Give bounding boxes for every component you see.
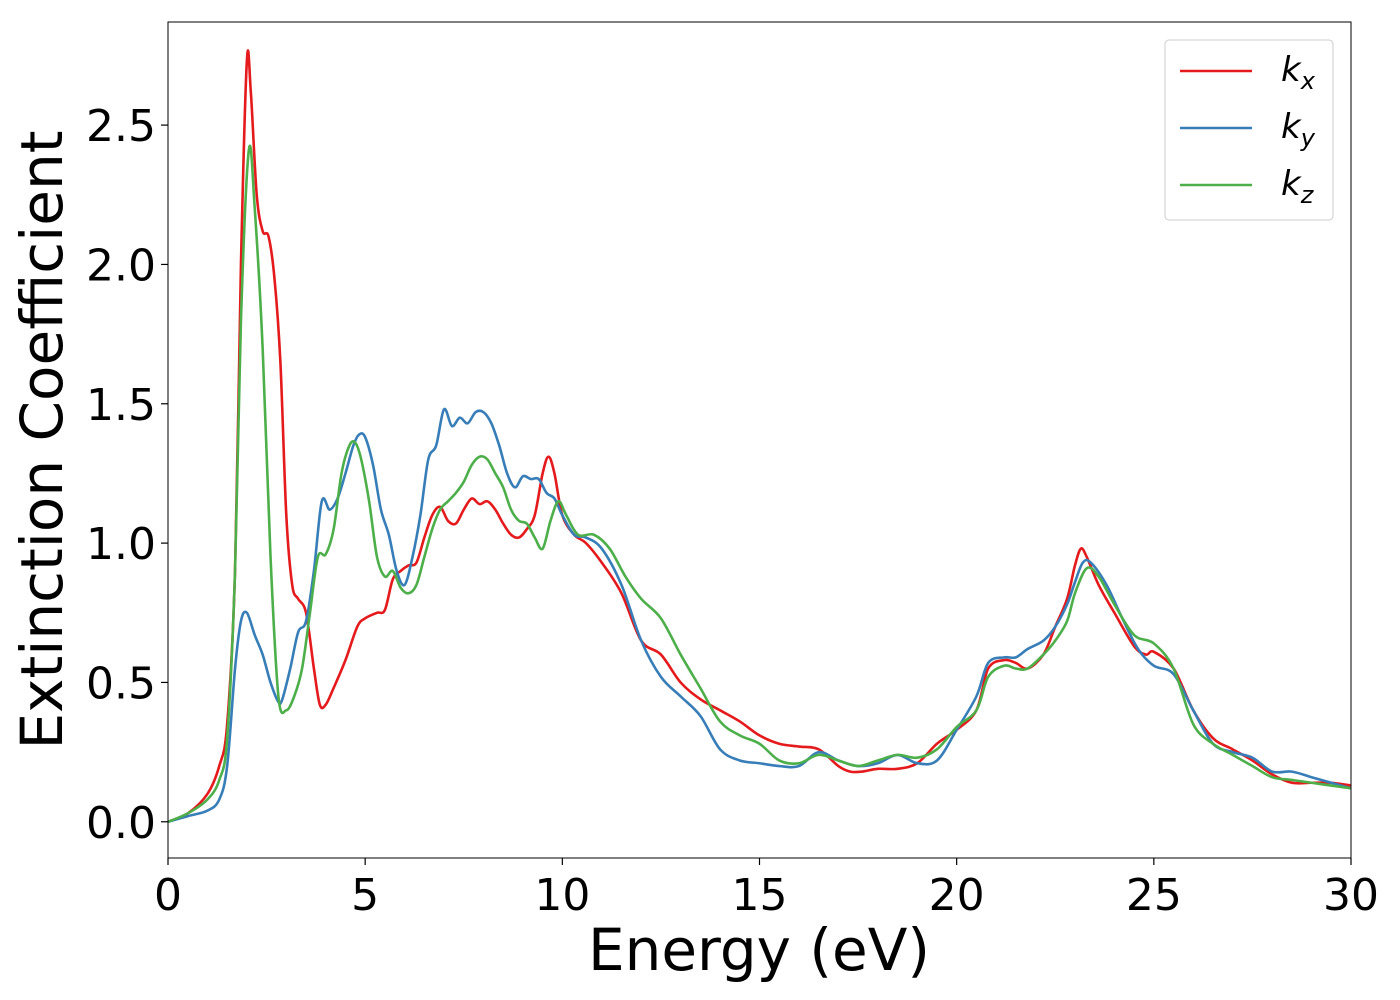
series-layer <box>167 49 1352 824</box>
x-axis: 0 5 10 15 20 25 30 <box>154 858 1379 921</box>
y-axis-label: Extinction Coefficient <box>8 131 76 750</box>
legend-label-y: ky <box>1281 107 1316 152</box>
legend: kx ky kz <box>1164 39 1334 221</box>
legend-label-z: kz <box>1281 164 1315 209</box>
legend-box <box>1164 39 1334 221</box>
y-tick-label: 0.0 <box>86 798 156 849</box>
y-tick-label: 2.5 <box>86 101 156 152</box>
series-line-x <box>167 49 1352 823</box>
x-tick-label: 30 <box>1323 870 1379 921</box>
y-tick-label: 0.5 <box>86 658 156 709</box>
x-tick-label: 20 <box>929 870 985 921</box>
series-line-z <box>167 144 1352 823</box>
y-tick-label: 1.5 <box>86 380 156 431</box>
x-tick-label: 25 <box>1126 870 1182 921</box>
x-tick-label: 10 <box>534 870 590 921</box>
x-tick-label: 5 <box>351 870 379 921</box>
y-axis: 0.0 0.5 1.0 1.5 2.0 2.5 <box>86 101 168 849</box>
y-tick-label: 1.0 <box>86 519 156 570</box>
legend-label-x: kx <box>1281 50 1316 95</box>
x-tick-label: 0 <box>154 870 182 921</box>
x-tick-label: 15 <box>732 870 788 921</box>
y-tick-label: 2.0 <box>86 240 156 291</box>
series-line-y <box>167 407 1352 824</box>
x-axis-label: Energy (eV) <box>588 916 930 984</box>
